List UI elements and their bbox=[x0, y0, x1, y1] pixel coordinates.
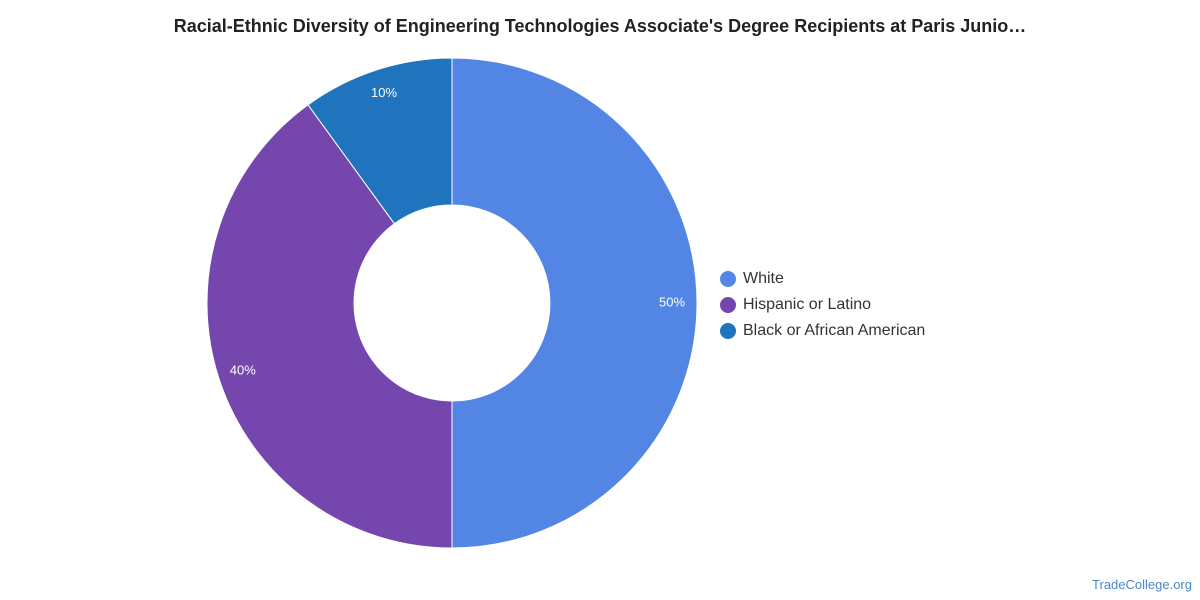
slice-white[interactable] bbox=[451, 57, 698, 549]
slice-hispanic-or-latino[interactable] bbox=[206, 104, 453, 549]
chart-legend: White Hispanic or Latino Black or Africa… bbox=[720, 266, 925, 344]
data-label-black-or-african-american: 10% bbox=[371, 85, 397, 100]
chart-title: Racial-Ethnic Diversity of Engineering T… bbox=[173, 16, 1027, 36]
legend-item-white[interactable]: White bbox=[720, 266, 925, 292]
legend-label-white: White bbox=[743, 270, 784, 287]
site-watermark[interactable]: TradeCollege.org bbox=[1092, 577, 1192, 592]
legend-item-black-or-african-american[interactable]: Black or African American bbox=[720, 318, 925, 344]
legend-swatch-hispanic-or-latino bbox=[720, 297, 736, 313]
data-label-hispanic-or-latino: 40% bbox=[230, 362, 256, 377]
legend-label-black-or-african-american: Black or African American bbox=[743, 322, 926, 339]
legend-item-hispanic-or-latino[interactable]: Hispanic or Latino bbox=[720, 292, 925, 318]
legend-swatch-white bbox=[720, 271, 736, 287]
slice-black-or-african-american[interactable] bbox=[307, 57, 453, 225]
legend-swatch-black-or-african-american bbox=[720, 323, 736, 339]
data-label-white: 50% bbox=[659, 294, 685, 309]
legend-label-hispanic-or-latino: Hispanic or Latino bbox=[743, 296, 872, 313]
